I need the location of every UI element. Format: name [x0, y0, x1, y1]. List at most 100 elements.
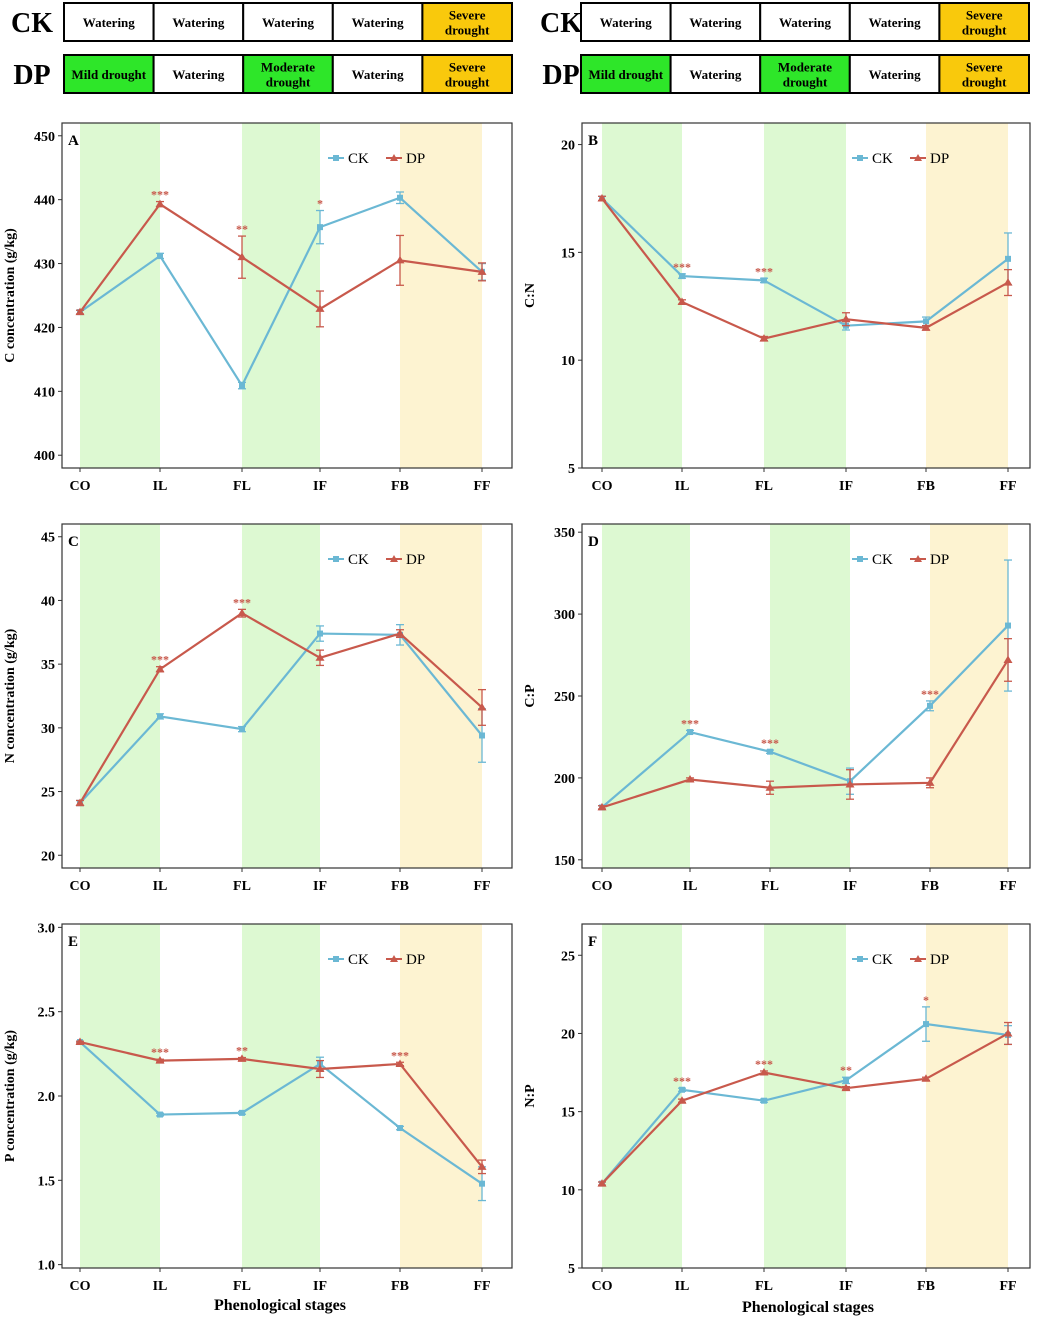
- x-tick-label: IL: [153, 479, 168, 494]
- treatment-cell-text: drought: [266, 75, 311, 90]
- legend-marker-dp: [914, 154, 922, 161]
- data-point-dp: [1003, 1028, 1013, 1037]
- treatment-cell-text: Watering: [352, 67, 404, 82]
- drought-band: [602, 524, 690, 868]
- legend-label-ck: CK: [348, 952, 369, 968]
- x-tick-label: IL: [675, 1279, 690, 1294]
- data-point-ck: [1005, 622, 1011, 629]
- treatment-cell: [580, 54, 672, 94]
- series-line-ck: [79, 196, 483, 388]
- data-point-dp: [237, 252, 247, 261]
- y-tick-label: 3.0: [38, 921, 56, 936]
- data-point-dp: [75, 307, 85, 316]
- x-tick-label: FL: [233, 479, 251, 494]
- data-point-ck: [239, 726, 245, 733]
- significance-marker: ***: [761, 736, 779, 750]
- significance-marker: ***: [391, 1048, 409, 1062]
- panel-letter: C: [68, 534, 79, 550]
- significance-marker: ***: [151, 653, 169, 667]
- data-point-dp: [597, 1179, 607, 1187]
- data-point-ck: [761, 277, 767, 284]
- y-tick-label: 45: [41, 531, 55, 546]
- panel-c: 20 25 30 35 40 45 CO IL FL IF FB FF N concentration …: [3, 523, 513, 894]
- drought-band: [80, 524, 160, 868]
- data-point-ck: [157, 252, 163, 259]
- x-axis-title-left: Phenological stages: [214, 1297, 346, 1314]
- data-point-dp: [765, 783, 775, 791]
- y-tick-label: 25: [41, 786, 55, 801]
- treatment-cell-text: drought: [445, 75, 490, 90]
- significance-marker: ***: [233, 595, 251, 609]
- treatment-cell-text: Severe: [966, 60, 1003, 75]
- data-point-dp: [75, 1037, 85, 1046]
- data-point-dp: [395, 629, 405, 637]
- legend-marker-dp: [914, 555, 922, 562]
- series-line-ck: [79, 1041, 483, 1185]
- data-point-ck: [843, 1077, 849, 1084]
- y-tick-label: 150: [554, 854, 575, 869]
- data-point-dp: [685, 775, 695, 783]
- treatment-cell: [669, 54, 762, 94]
- data-point-dp: [155, 664, 165, 673]
- treatment-cell: [63, 2, 155, 42]
- x-tick-label: CO: [592, 479, 613, 494]
- drought-band: [602, 123, 682, 468]
- treatment-cell-text: drought: [962, 23, 1007, 38]
- drought-band: [242, 924, 320, 1268]
- x-tick-label: IL: [683, 879, 698, 894]
- panel-letter: A: [68, 133, 79, 149]
- legend-marker-ck: [857, 556, 863, 562]
- x-tick-label: IL: [153, 879, 168, 894]
- treatment-cell: [421, 2, 513, 42]
- y-tick-label: 35: [41, 658, 55, 673]
- treatment-label-ck: CK: [11, 8, 53, 39]
- treatment-cell-text: drought: [962, 75, 1007, 90]
- legend-marker-ck: [857, 956, 863, 962]
- panel-letter: F: [588, 934, 597, 950]
- panel-b: 5 10 15 20 CO IL FL IF FB FF C:N B CK DP *** ***: [523, 122, 1031, 494]
- drought-band: [764, 924, 846, 1268]
- data-point-ck: [157, 713, 163, 720]
- treatment-cell: [848, 54, 941, 94]
- y-tick-label: 40: [41, 594, 55, 609]
- treatment-cell: [152, 54, 245, 94]
- treatment-cell: [63, 54, 155, 94]
- x-tick-label: FL: [761, 879, 779, 894]
- significance-marker: **: [236, 222, 248, 236]
- drought-band: [80, 924, 160, 1268]
- treatment-cell-text: Watering: [83, 15, 135, 30]
- y-tick-label: 420: [34, 321, 55, 336]
- y-tick-label: 10: [561, 1184, 575, 1199]
- treatment-cell-text: Watering: [869, 15, 921, 30]
- series-line-dp: [79, 1040, 483, 1168]
- data-point-dp: [841, 314, 851, 323]
- data-point-ck: [767, 748, 773, 755]
- x-tick-label: FB: [391, 879, 409, 894]
- y-tick-label: 1.5: [38, 1174, 56, 1189]
- drought-band: [764, 123, 846, 468]
- panel-e: 1.0 1.5 2.0 2.5 3.0 CO IL FL IF FB FF P concentrati…: [3, 921, 513, 1294]
- data-point-dp: [921, 323, 931, 331]
- data-point-dp: [841, 1083, 851, 1092]
- x-tick-label: FF: [473, 479, 490, 494]
- series-line-dp: [601, 1032, 1009, 1185]
- legend-label-dp: DP: [930, 151, 949, 167]
- y-axis-label: N concentration (g/kg): [3, 628, 18, 763]
- data-point-dp: [597, 802, 607, 811]
- treatment-cell-text: Watering: [689, 15, 741, 30]
- significance-marker: ***: [673, 260, 691, 274]
- treatment-header: CK Watering Watering Watering Watering Severe…: [11, 2, 1031, 94]
- data-point-dp: [477, 267, 487, 275]
- treatment-cell: [242, 2, 334, 42]
- treatment-cell: [242, 54, 334, 94]
- x-tick-label: FF: [999, 879, 1016, 894]
- plot-frame: [61, 122, 513, 469]
- x-tick-label: IL: [675, 479, 690, 494]
- treatment-cell: [848, 2, 941, 42]
- x-tick-label: FF: [473, 1279, 490, 1294]
- y-tick-label: 2.0: [38, 1090, 56, 1105]
- y-axis-label: C:P: [523, 684, 538, 708]
